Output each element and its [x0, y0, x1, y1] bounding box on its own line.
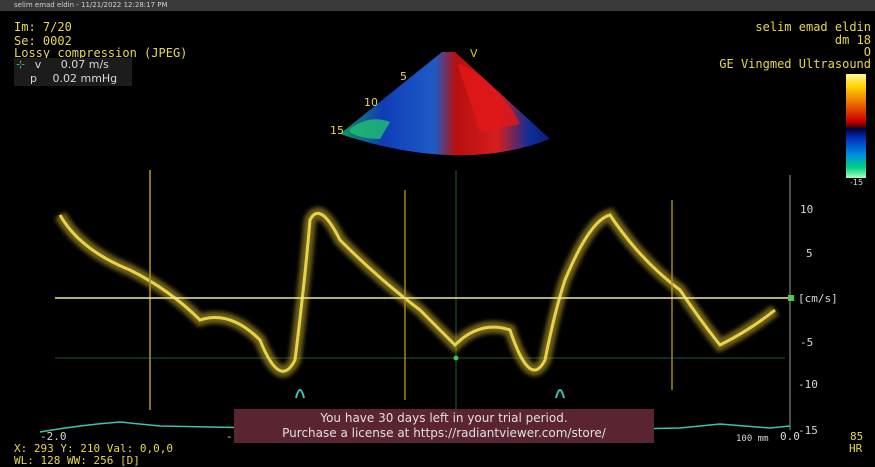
ecg-marker-1 [295, 389, 305, 399]
axis-label-10: 10 [800, 203, 814, 216]
depth-label-5: 5 [400, 70, 407, 83]
sector-red-jet [458, 64, 520, 132]
pixel-coordinates: X: 293 Y: 210 Val: 0,0,0 [14, 442, 173, 455]
sector-green-patch [350, 119, 390, 139]
axis-label-5: 5 [806, 247, 813, 260]
axis-label-minus15: -15 [798, 424, 818, 437]
depth-label-10: 10 [364, 96, 378, 109]
trial-banner[interactable]: You have 30 days left in your trial peri… [234, 409, 654, 443]
cursor-dot [453, 355, 459, 361]
study-label: dm 18 [834, 33, 871, 47]
axis-unit-label: [cm/s] [798, 292, 838, 305]
baseline-marker [788, 295, 794, 301]
trial-line-2: Purchase a license at https://radiantvie… [282, 426, 606, 440]
color-doppler-sector[interactable]: 5 10 15 V [330, 44, 560, 169]
heart-rate-value: 85 [850, 430, 864, 443]
depth-label-15: 15 [330, 124, 344, 137]
doppler-trace [58, 211, 776, 373]
ecg-marker-2 [555, 389, 565, 399]
window-title-bar: selim emad eldin - 11/21/2022 12:28:17 P… [0, 0, 875, 11]
heart-rate-label: HR [849, 442, 863, 455]
color-scale-bottom-label: -15 [850, 178, 864, 187]
image-index: Im: 7/20 [14, 20, 72, 34]
window-level: WL: 128 WW: 256 [D] [14, 454, 140, 467]
patient-name: selim emad eldin [755, 20, 871, 34]
x-label-scale: 100 mm [736, 434, 769, 444]
x-label-end: 0.0 [780, 430, 800, 443]
compression-label: Lossy compression (JPEG) [14, 46, 188, 60]
sex-label: O [863, 45, 871, 59]
series-index: Se: 0002 [14, 34, 72, 48]
window-title: selim emad eldin - 11/21/2022 12:28:17 P… [14, 1, 168, 9]
pressure-row: p 0.02 mmHg [30, 72, 118, 85]
x-label-start: -2.0 [40, 430, 67, 443]
sector-fan [340, 52, 550, 156]
trial-line-1: You have 30 days left in your trial peri… [320, 411, 568, 425]
crosshair-icon: ⊹ [16, 58, 26, 71]
axis-label-minus10: -10 [798, 378, 818, 391]
sector-marker: V [470, 47, 478, 60]
device-label: GE Vingmed Ultrasound [719, 57, 871, 71]
color-scale-bar [846, 74, 866, 178]
measurement-box[interactable]: ⊹ v 0.07 m/s p 0.02 mmHg [14, 58, 132, 86]
velocity-row: ⊹ v 0.07 m/s [16, 58, 109, 71]
doppler-spectrum[interactable] [0, 160, 875, 450]
axis-label-minus5: -5 [800, 336, 814, 349]
